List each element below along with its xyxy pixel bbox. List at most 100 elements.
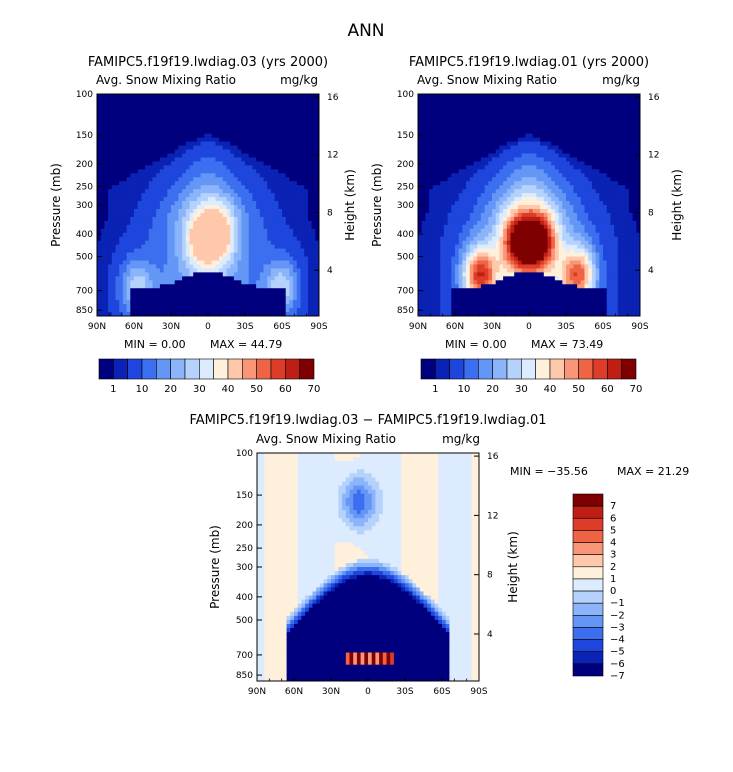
contour-cell xyxy=(451,125,456,131)
contour-cell xyxy=(267,181,272,186)
contour-cell xyxy=(293,117,298,123)
contour-cell xyxy=(289,141,294,147)
contour-cell xyxy=(599,189,604,194)
contour-cell xyxy=(189,208,194,214)
contour-cell xyxy=(440,133,445,139)
contour-cell xyxy=(289,117,294,123)
contour-cell xyxy=(311,141,316,147)
contour-cell xyxy=(274,244,279,250)
contour-cell xyxy=(159,288,165,293)
contour-cell xyxy=(293,252,298,258)
contour-cell xyxy=(241,248,246,254)
contour-cell xyxy=(237,300,242,305)
contour-cell xyxy=(558,173,563,178)
contour-cell xyxy=(230,177,235,182)
contour-cell xyxy=(256,157,261,162)
contour-cell xyxy=(293,137,298,143)
contour-cell xyxy=(300,308,305,313)
contour-cell xyxy=(248,185,253,190)
contour-cell xyxy=(100,236,105,242)
contour-cell xyxy=(551,117,556,123)
contour-cell xyxy=(137,177,142,182)
contour-cell xyxy=(134,308,139,313)
contour-cell xyxy=(115,94,120,99)
contour-cell xyxy=(189,304,194,309)
contour-cell xyxy=(171,197,176,202)
contour-cell xyxy=(126,161,131,166)
contour-cell xyxy=(182,224,187,230)
contour-cell xyxy=(270,173,276,178)
contour-cell xyxy=(296,97,302,103)
contour-cell xyxy=(421,109,426,115)
contour-cell xyxy=(185,208,191,214)
contour-cell xyxy=(300,189,305,194)
contour-cell xyxy=(285,300,290,305)
contour-cell xyxy=(484,165,489,170)
contour-cell xyxy=(484,117,489,123)
contour-cell xyxy=(296,193,302,198)
contour-cell xyxy=(469,94,475,99)
contour-cell xyxy=(204,308,209,313)
contour-cell xyxy=(152,141,157,147)
contour-cell xyxy=(145,296,150,301)
contour-cell xyxy=(595,141,600,147)
contour-cell xyxy=(525,165,530,170)
contour-cell xyxy=(447,117,452,123)
contour-cell xyxy=(529,193,534,198)
contour-cell xyxy=(425,97,430,103)
contour-cell xyxy=(536,137,541,143)
contour-cell xyxy=(204,312,209,316)
contour-cell xyxy=(159,133,165,139)
contour-cell xyxy=(577,141,582,147)
contour-cell xyxy=(108,272,113,277)
contour-cell xyxy=(270,181,276,186)
contour-cell xyxy=(267,185,272,190)
contour-cell xyxy=(241,205,246,210)
contour-cell xyxy=(141,240,146,246)
contour-cell xyxy=(230,117,235,123)
contour-cell xyxy=(256,304,261,309)
contour-cell xyxy=(196,113,202,119)
contour-cell xyxy=(529,121,534,127)
contour-cell xyxy=(178,288,183,293)
contour-cell xyxy=(115,240,120,246)
contour-cell xyxy=(270,312,276,316)
contour-cell xyxy=(451,94,456,99)
contour-cell xyxy=(304,248,309,254)
contour-cell xyxy=(178,101,183,107)
contour-cell xyxy=(141,276,146,281)
contour-cell xyxy=(134,232,139,238)
contour-cell xyxy=(134,173,139,178)
contour-cell xyxy=(285,296,290,301)
contour-cell xyxy=(182,304,187,309)
contour-cell xyxy=(163,97,168,103)
contour-cell xyxy=(588,185,593,190)
contour-cell xyxy=(134,125,139,131)
contour-cell xyxy=(300,197,305,202)
contour-cell xyxy=(304,149,309,155)
contour-cell xyxy=(603,133,608,139)
contour-cell xyxy=(517,101,523,107)
contour-cell xyxy=(315,264,319,270)
contour-cell xyxy=(267,117,272,123)
contour-cell xyxy=(167,220,172,226)
contour-cell xyxy=(237,101,242,107)
contour-cell xyxy=(296,129,302,135)
contour-cell xyxy=(237,220,242,226)
contour-cell xyxy=(580,121,586,127)
contour-cell xyxy=(503,189,508,194)
contour-cell xyxy=(584,189,589,194)
contour-cell xyxy=(174,121,179,127)
contour-cell xyxy=(222,189,228,194)
contour-cell xyxy=(222,244,228,250)
contour-cell xyxy=(189,276,194,281)
contour-cell xyxy=(595,109,600,115)
contour-cell xyxy=(237,145,242,151)
contour-cell xyxy=(108,205,113,210)
contour-cell xyxy=(222,141,228,147)
contour-cell xyxy=(547,129,552,135)
contour-cell xyxy=(599,137,604,143)
contour-cell xyxy=(492,161,497,166)
contour-cell xyxy=(267,256,272,262)
contour-cell xyxy=(529,149,534,155)
